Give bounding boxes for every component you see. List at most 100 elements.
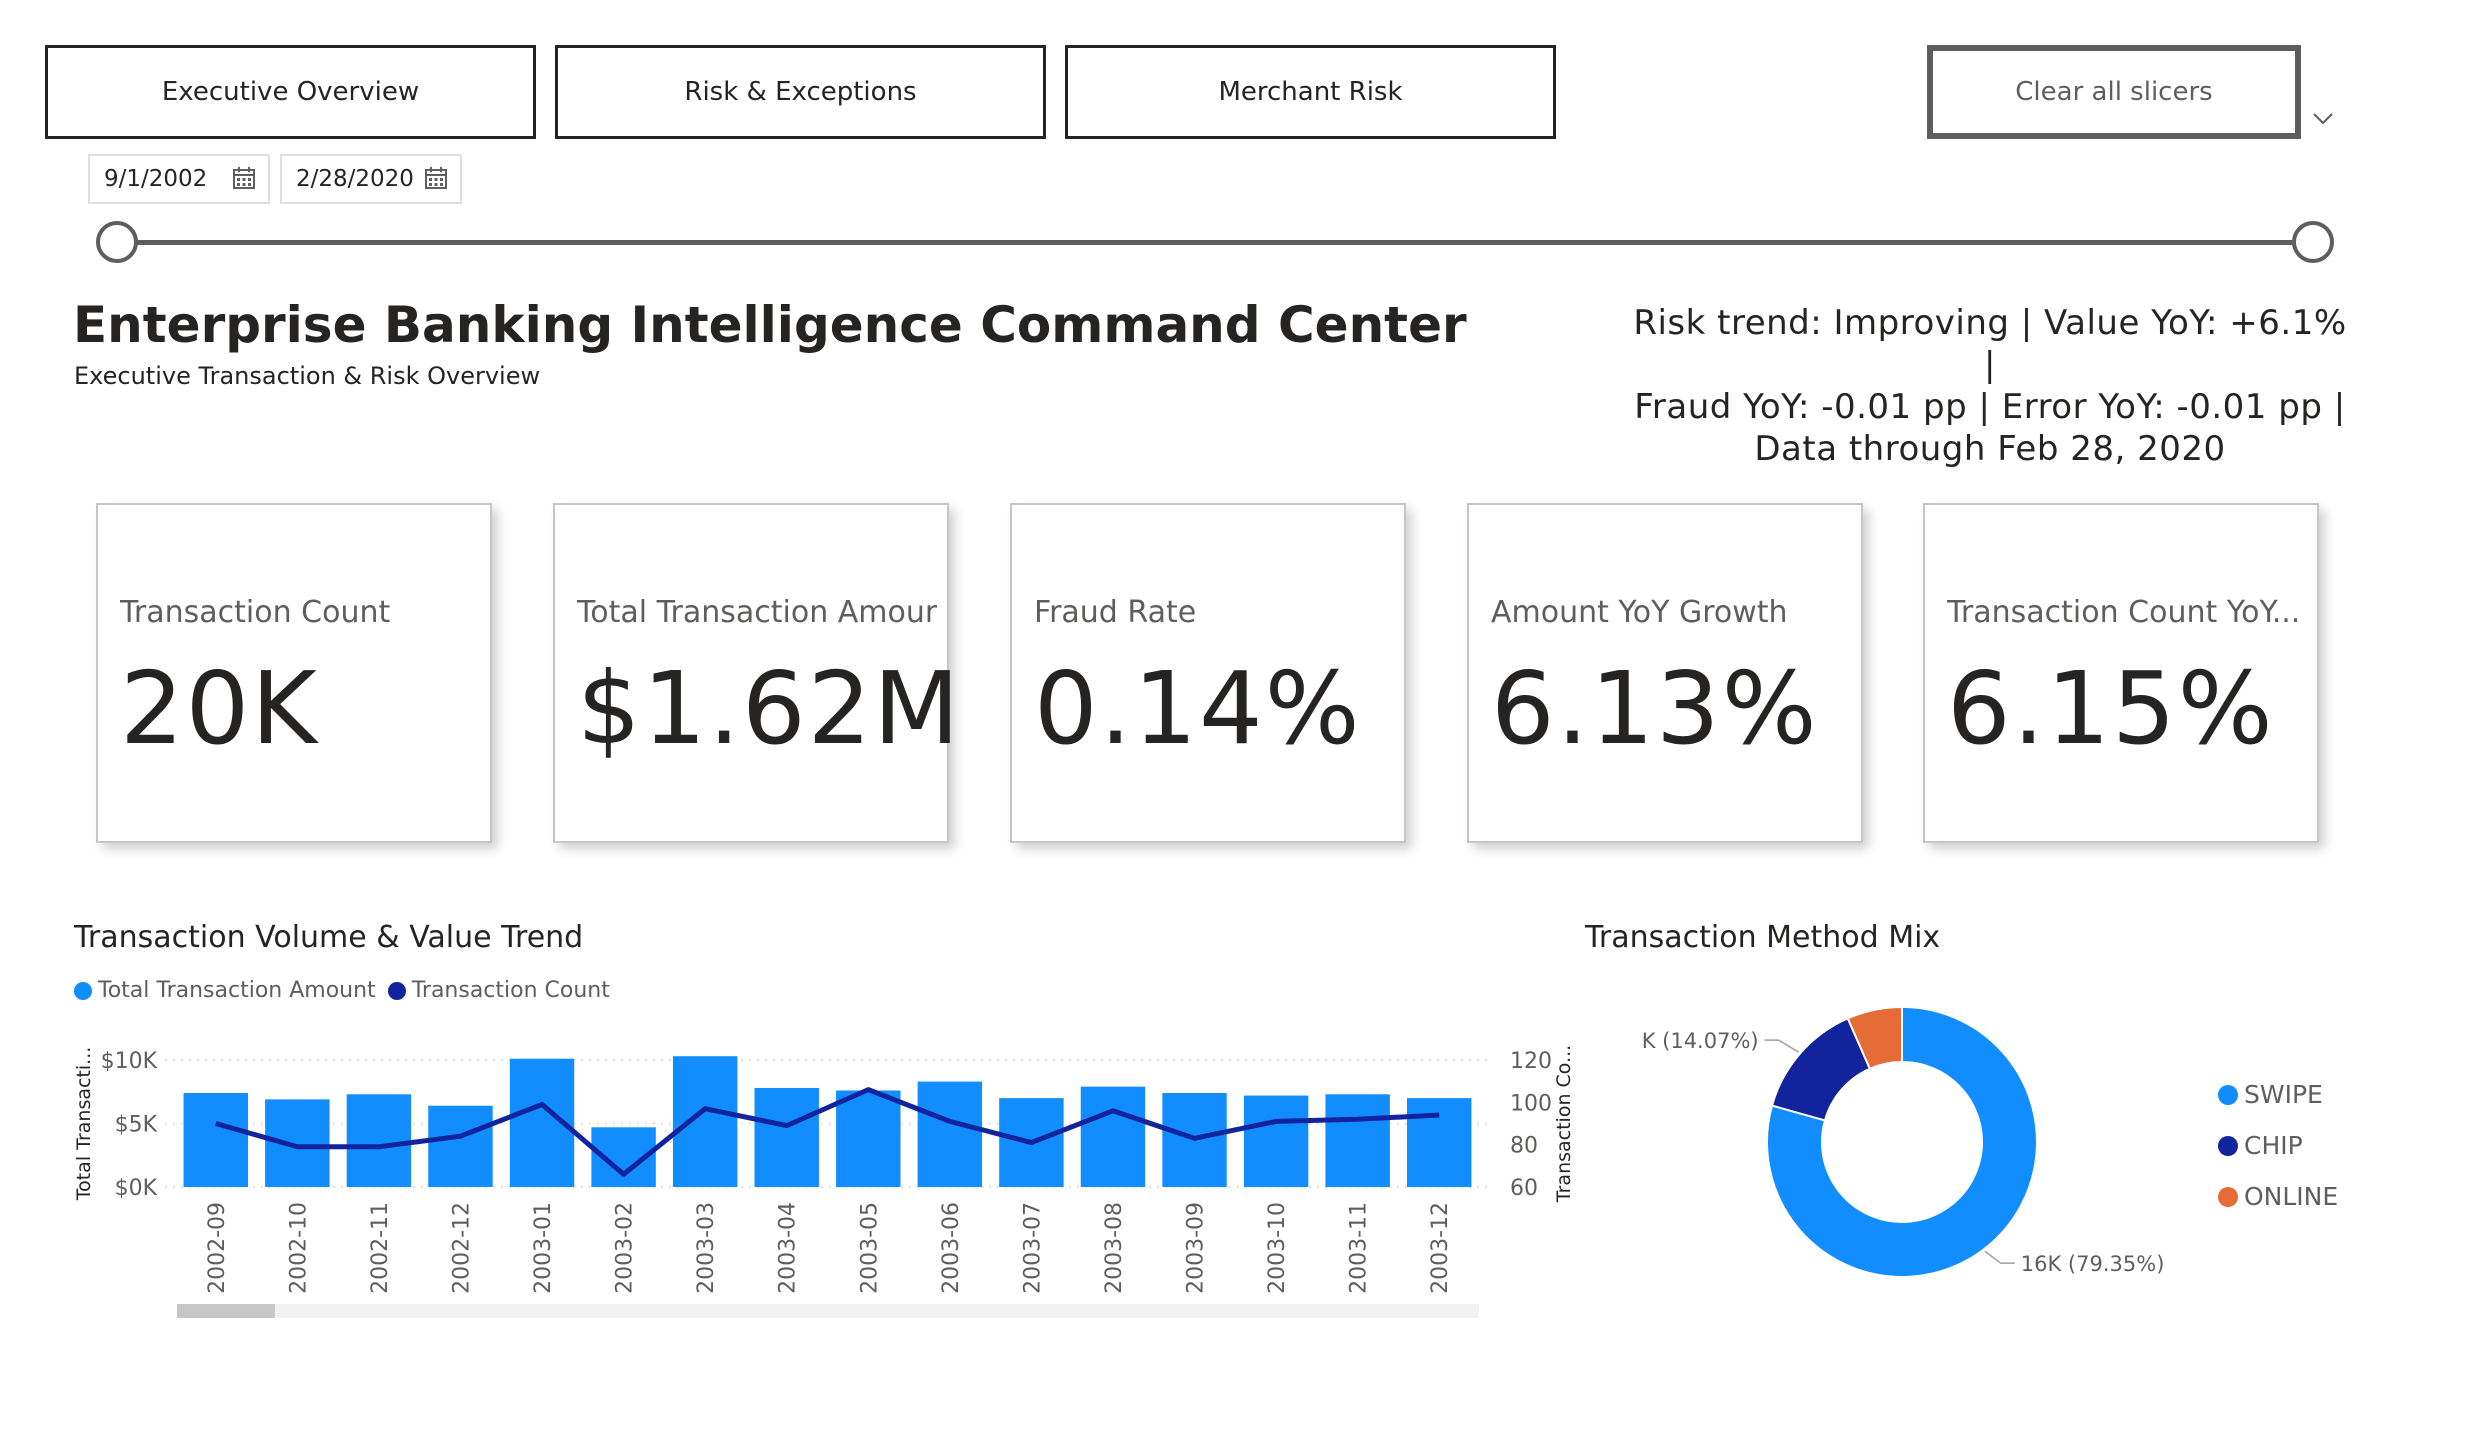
kpi-label: Transaction Count [120, 595, 391, 630]
bar-total-amount [1407, 1098, 1472, 1187]
x-tick-label: 2003-01 [531, 1202, 556, 1294]
bar-total-amount [265, 1099, 330, 1187]
x-tick-label: 2002-12 [449, 1202, 474, 1294]
y-axis-title: Total Transacti... [73, 1047, 95, 1202]
trend-chart[interactable]: $0K $5K $10K 60 80 100 120 Total Transacti... Tr… [60, 1020, 1600, 1310]
kpi-value: 6.15% [1947, 650, 2275, 767]
data-label-chip: 3K (14.07%) [1640, 1029, 1759, 1053]
kpi-card-total-amount[interactable]: Total Transaction Amount $1.62M [553, 503, 960, 843]
page-subtitle: Executive Transaction & Risk Overview [74, 362, 541, 390]
date-slider-end-handle[interactable] [2292, 221, 2334, 263]
legend-label: SWIPE [2244, 1080, 2323, 1109]
x-tick-label: 2003-04 [776, 1202, 801, 1294]
x-tick-label: 2003-03 [694, 1202, 719, 1294]
y-tick-label: $10K [101, 1049, 158, 1074]
method-mix-title: Transaction Method Mix [1585, 920, 1941, 955]
tab-executive-overview[interactable]: Executive Overview [45, 45, 536, 139]
x-tick-label: 2003-02 [613, 1202, 638, 1294]
kpi-card-transaction-count[interactable]: Transaction Count 20K [96, 503, 492, 843]
clear-button-label: Clear all slicers [2015, 77, 2213, 107]
bar-total-amount [428, 1105, 493, 1187]
start-date-field[interactable]: 9/1/2002 [88, 154, 270, 204]
clear-all-slicers-button[interactable]: Clear all slicers [1927, 45, 2301, 139]
tab-label: Risk & Exceptions [684, 77, 917, 107]
y-tick-label: $0K [115, 1176, 158, 1201]
kpi-label: Amount YoY Growth [1491, 595, 1788, 630]
kpi-card-fraud-rate[interactable]: Fraud Rate 0.14% [1010, 503, 1406, 843]
end-date-field[interactable]: 2/28/2020 [280, 154, 462, 204]
end-date-value: 2/28/2020 [296, 166, 414, 192]
chart-scrollbar[interactable] [177, 1304, 1479, 1318]
kpi-label: Transaction Count YoY... [1947, 595, 2301, 630]
trend-chart-legend: Total Transaction Amount Transaction Cou… [74, 978, 610, 1003]
date-slider-start-handle[interactable] [96, 221, 138, 263]
kpi-value: 6.13% [1491, 650, 1819, 767]
tab-merchant-risk[interactable]: Merchant Risk [1065, 45, 1556, 139]
legend-dot [2218, 1135, 2238, 1156]
kpi-card-amount-yoy-growth[interactable]: Amount YoY Growth 6.13% [1467, 503, 1863, 843]
legend-label: Total Transaction Amount [98, 978, 376, 1003]
bar-total-amount [672, 1056, 738, 1187]
narrative-line: Fraud YoY: -0.01 pp | Error YoY: -0.01 p… [1634, 387, 2346, 427]
slice-swipe [1766, 1005, 2038, 1278]
legend-item-chip[interactable]: CHIP [2218, 1131, 2338, 1160]
start-date-value: 9/1/2002 [104, 166, 208, 192]
data-label-swipe: 16K (79.35%) [2021, 1252, 2165, 1276]
kpi-card-count-yoy-growth[interactable]: Transaction Count YoY... 6.15% [1923, 503, 2319, 843]
kpi-label: Total Transaction Amount [577, 595, 937, 630]
y-tick-label: $5K [115, 1113, 158, 1138]
legend-label: CHIP [2244, 1131, 2303, 1160]
calendar-icon[interactable] [232, 166, 256, 190]
x-tick-label: 2003-12 [1428, 1202, 1453, 1294]
x-tick-label: 2003-06 [939, 1202, 964, 1294]
kpi-value: $1.62M [577, 650, 962, 767]
leader-line [1764, 1039, 1799, 1053]
chevron-down-icon[interactable] [2312, 112, 2334, 126]
method-mix-legend: SWIPE CHIP ONLINE [2218, 1080, 2338, 1233]
method-mix-donut[interactable]: 16K (79.35%) 3K (14.07%) [1640, 990, 2200, 1290]
legend-item-transaction-count[interactable]: Transaction Count [387, 978, 610, 1003]
legend-item-swipe[interactable]: SWIPE [2218, 1080, 2338, 1109]
x-tick-label: 2003-11 [1347, 1202, 1372, 1294]
y2-tick-label: 80 [1510, 1134, 1538, 1159]
risk-narrative: Risk trend: Improving | Value YoY: +6.1%… [1630, 302, 2350, 470]
page-title: Enterprise Banking Intelligence Command … [73, 296, 1467, 354]
trend-chart-title: Transaction Volume & Value Trend [74, 920, 584, 955]
bar-total-amount [1243, 1095, 1309, 1187]
date-slider-track[interactable] [120, 240, 2320, 245]
slice-online [1846, 1005, 1903, 1071]
kpi-label: Fraud Rate [1034, 595, 1197, 630]
y2-tick-label: 60 [1510, 1176, 1538, 1201]
x-tick-label: 2003-10 [1265, 1202, 1290, 1294]
legend-label: ONLINE [2244, 1182, 2339, 1211]
legend-dot [74, 981, 92, 1000]
narrative-line: Data through Feb 28, 2020 [1754, 429, 2226, 469]
x-tick-label: 2002-09 [205, 1202, 230, 1294]
bar-total-amount [754, 1087, 819, 1187]
legend-item-total-amount[interactable]: Total Transaction Amount [74, 978, 376, 1003]
narrative-line: Risk trend: Improving | Value YoY: +6.1%… [1633, 303, 2347, 385]
y2-tick-label: 120 [1510, 1049, 1552, 1074]
x-tick-label: 2003-08 [1102, 1202, 1127, 1294]
bar-total-amount [183, 1093, 248, 1187]
x-tick-label: 2003-09 [1184, 1202, 1209, 1294]
tab-risk-exceptions[interactable]: Risk & Exceptions [555, 45, 1046, 139]
chart-scrollbar-thumb[interactable] [177, 1304, 275, 1318]
x-tick-label: 2003-05 [857, 1202, 882, 1294]
x-tick-label: 2002-10 [286, 1202, 311, 1294]
line-transaction-count [215, 1087, 1440, 1177]
bar-total-amount [836, 1090, 901, 1187]
legend-dot [2218, 1186, 2238, 1207]
tab-label: Merchant Risk [1218, 77, 1403, 107]
bar-total-amount [1080, 1086, 1146, 1187]
bar-total-amount [917, 1081, 983, 1187]
x-tick-label: 2002-11 [368, 1202, 393, 1294]
legend-dot [387, 981, 406, 1000]
bar-total-amount [346, 1094, 412, 1187]
legend-item-online[interactable]: ONLINE [2218, 1182, 2338, 1211]
y2-axis-title: Transaction Co... [1553, 1045, 1575, 1203]
kpi-value: 0.14% [1034, 650, 1362, 767]
calendar-icon[interactable] [424, 166, 448, 190]
legend-dot [2218, 1084, 2238, 1105]
bar-total-amount [1325, 1094, 1390, 1187]
